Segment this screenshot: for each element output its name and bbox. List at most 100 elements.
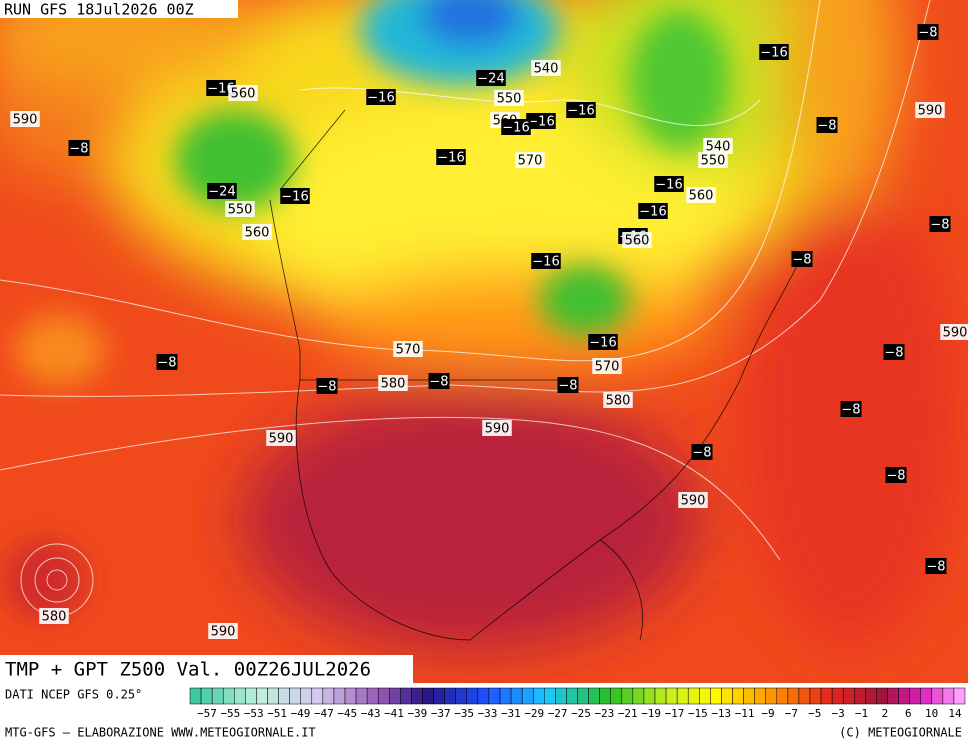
scale-swatch [477,687,490,705]
scale-label: −13 [711,707,731,720]
scale-swatch [400,687,412,705]
scale-swatch [366,687,379,705]
temp-label: −16 [589,336,616,351]
height-label: 540 [706,140,731,155]
scale-swatch [942,687,955,705]
scale-swatch [754,687,766,705]
scale-swatch [311,687,324,705]
height-label-box [592,358,622,374]
scale-swatch [555,687,567,705]
scale-swatch [931,687,944,705]
temp-label: −16 [527,115,554,130]
scale-swatch [732,687,744,705]
temp-label-box [638,203,668,219]
scale-swatch [887,687,899,705]
scale-swatch [953,687,966,705]
scale-swatch [621,687,634,705]
temp-label-box [428,373,450,389]
height-label: 580 [606,394,631,409]
scale-swatch [665,687,678,705]
scale-swatch [721,687,733,705]
scale-label: −31 [501,707,521,720]
scale-swatch [809,687,822,705]
height-label: 590 [943,326,968,341]
temp-label-box [654,176,684,192]
temp-label: −8 [884,346,903,361]
scale-swatch [488,687,501,705]
temp-label: −16 [760,46,787,61]
scale-swatch [743,687,755,705]
height-label: 590 [269,432,294,447]
temp-label-box [526,113,556,129]
scale-label: −35 [454,707,474,720]
scale-label: −39 [407,707,427,720]
temp-label-box [929,216,951,232]
temp-label: −8 [558,379,577,394]
scale-swatch [920,687,933,705]
height-label-box [228,85,258,101]
temp-label: −8 [69,142,88,157]
scale-swatch [322,687,335,705]
height-label: 560 [625,234,650,249]
height-label: 590 [211,625,236,640]
temp-label: −8 [918,26,937,41]
temp-label: −8 [692,446,711,461]
temp-label-box [476,70,506,86]
scale-swatch [898,687,910,705]
temp-label-box [366,89,396,105]
height-label: 590 [681,494,706,509]
temp-label: −16 [567,104,594,119]
temp-label-box [791,251,813,267]
height-label: 550 [228,203,253,218]
temp-label: −8 [317,380,336,395]
scale-swatch [610,687,623,705]
scale-label: −17 [665,707,685,720]
height-label: 570 [518,154,543,169]
scale-swatch [643,687,656,705]
map-title: TMP + GPT Z500 Val. 00Z26JUL2026 [5,659,371,681]
height-label: 590 [13,113,38,128]
height-label-box [225,201,255,217]
scale-swatch [687,687,700,705]
height-label-box [703,138,733,154]
scale-swatch [544,687,556,705]
scale-label: −49 [291,707,311,720]
scale-swatch [355,687,368,705]
temp-label: −8 [429,375,448,390]
height-label: 540 [534,62,559,77]
temp-label: −16 [532,255,559,270]
scale-label: 6 [905,707,912,720]
temp-label: −8 [157,356,176,371]
scale-swatch [200,687,213,705]
run-label: RUN GFS 18Jul2026 00Z [4,1,194,19]
height-label-box [242,224,272,240]
temp-label-box [501,119,531,135]
source-label: DATI NCEP GFS 0.25° [5,688,142,702]
scale-swatch [444,687,456,705]
temp-label: −16 [502,121,529,136]
height-label: 550 [497,92,522,107]
scale-swatch [333,687,346,705]
height-label: 560 [689,189,714,204]
scale-swatch [289,687,301,705]
temp-label: −24 [208,185,235,200]
scale-swatch [876,687,888,705]
scale-label: −23 [594,707,614,720]
height-label-box [266,430,296,446]
scale-label: −1 [855,707,868,720]
scale-swatch [820,687,833,705]
scale-swatch [267,687,279,705]
temp-label: −16 [655,178,682,193]
temp-label-box [280,188,310,204]
contour-labels: 540550560−24−16−16570−16−16−16−16−8590−8… [10,24,968,640]
temp-label-box [691,444,713,460]
temp-label: −16 [437,151,464,166]
temp-label-box [588,334,618,350]
scale-swatch [389,687,401,705]
scale-swatch [676,687,689,705]
height-label-box [915,102,945,118]
temp-label: −8 [841,403,860,418]
temp-label-box [156,354,178,370]
scale-swatch [776,687,789,705]
temp-label: −24 [477,72,504,87]
